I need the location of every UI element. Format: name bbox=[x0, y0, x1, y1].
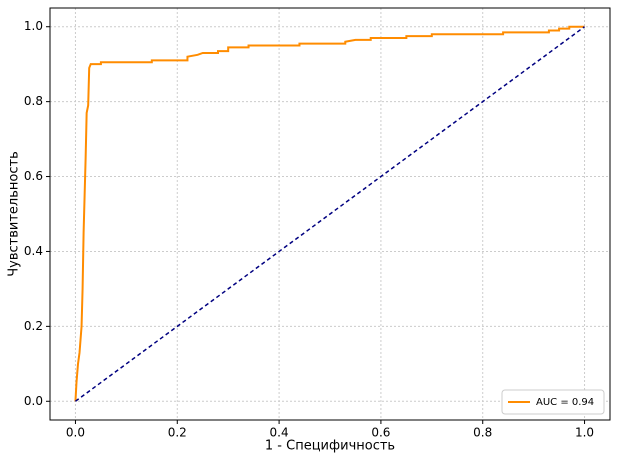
y-axis-label: Чувствительность bbox=[7, 151, 22, 276]
y-tick-label: 0.8 bbox=[24, 94, 43, 108]
x-tick-label: 0.6 bbox=[371, 426, 390, 440]
plot-frame bbox=[49, 7, 611, 421]
x-tick-label: 0.4 bbox=[270, 426, 289, 440]
y-tick-label: 0.0 bbox=[24, 394, 43, 408]
y-tick-label: 1.0 bbox=[24, 19, 43, 33]
roc-line bbox=[75, 26, 585, 402]
y-tick-label: 0.6 bbox=[24, 169, 43, 183]
y-tick-label: 0.4 bbox=[24, 244, 43, 258]
x-tick-label: 1.0 bbox=[575, 426, 594, 440]
x-tick-label: 0.8 bbox=[473, 426, 492, 440]
roc-line bbox=[74, 25, 585, 402]
x-tick-label: 0.2 bbox=[168, 426, 187, 440]
x-tick-label: 0.0 bbox=[66, 426, 85, 440]
legend-label: AUC = 0.94 bbox=[536, 397, 594, 408]
x-axis-label: 1 - Специфичность bbox=[265, 439, 395, 454]
y-tick-label: 0.2 bbox=[24, 319, 43, 333]
legend-box bbox=[501, 389, 605, 415]
